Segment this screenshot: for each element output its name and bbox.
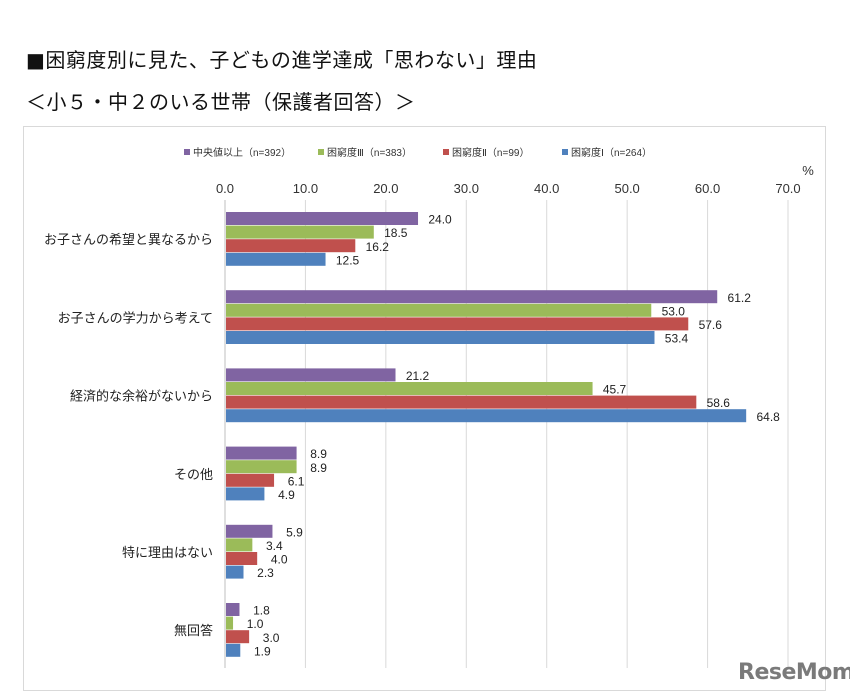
x-tick-label: 40.0 <box>534 181 559 196</box>
bar <box>226 643 241 657</box>
category-labels: お子さんの希望と異なるからお子さんの学力から考えて経済的な余裕がないからその他特… <box>44 232 213 638</box>
category-label: その他 <box>174 467 213 482</box>
bar <box>226 303 652 317</box>
bar <box>226 409 747 423</box>
gridlines <box>224 200 789 668</box>
data-label: 24.0 <box>428 213 452 227</box>
bar <box>226 368 396 382</box>
bar <box>226 252 326 266</box>
bars <box>226 212 747 657</box>
legend-label: 困窮度Ⅱ（n=99） <box>452 146 529 159</box>
data-labels: 24.0 18.516.2 12.5 61.2 53.0 57.6 53.4 21.2 45.7… <box>247 213 780 659</box>
data-label: 21.2 <box>406 369 430 383</box>
bar <box>226 473 275 487</box>
x-tick-label: 30.0 <box>454 181 479 196</box>
data-label: 64.8 <box>756 410 780 424</box>
chart-subtitle: ＜小５・中２のいる世帯（保護者回答）＞ <box>26 90 416 114</box>
category-label: 経済的な余裕がないから <box>70 389 213 404</box>
x-tick-label: 70.0 <box>775 181 800 196</box>
data-label: 6.1 <box>288 474 305 488</box>
legend-label: 困窮度Ⅰ（n=264） <box>571 146 652 159</box>
bar <box>226 603 240 616</box>
bar <box>226 616 234 630</box>
data-label: 4.9 <box>278 488 295 502</box>
bar <box>226 630 250 644</box>
bar <box>226 487 265 501</box>
data-label: 53.4 <box>665 332 689 346</box>
bar <box>226 382 593 395</box>
data-label: 4.0 <box>271 553 288 567</box>
data-label: 1.0 <box>247 617 264 631</box>
bar <box>226 565 244 579</box>
category-label: お子さんの学力から考えて <box>58 310 213 325</box>
data-label: 53.0 <box>662 304 686 318</box>
data-label: 3.0 <box>263 631 280 645</box>
legend: 中央値以上（n=392） 困窮度Ⅲ（n=383） 困窮度Ⅱ（n=99） 困窮度Ⅰ（n=… <box>184 146 652 159</box>
bar <box>226 331 655 344</box>
bar <box>226 317 689 331</box>
x-tick-label: 60.0 <box>695 181 720 196</box>
category-label: 無回答 <box>174 623 213 638</box>
legend-label: 中央値以上（n=392） <box>193 146 291 159</box>
data-label: 8.9 <box>310 447 327 461</box>
chart-title: ■困窮度別に見た、子どもの進学達成「思わない」理由 <box>26 48 538 72</box>
data-label: 2.3 <box>257 566 274 580</box>
data-label: 1.8 <box>253 604 270 618</box>
bar <box>226 524 273 538</box>
x-tick-label: 20.0 <box>373 181 398 196</box>
bar <box>226 225 374 239</box>
category-label: 特に理由はない <box>122 545 213 560</box>
legend-label: 困窮度Ⅲ（n=383） <box>327 146 412 159</box>
chart-frame <box>23 126 826 691</box>
data-label: 8.9 <box>310 461 327 475</box>
data-label: 58.6 <box>707 396 731 410</box>
data-label: 3.4 <box>266 539 283 553</box>
data-label: 1.9 <box>254 644 271 658</box>
data-label: 45.7 <box>603 383 627 397</box>
bar <box>226 239 356 253</box>
bar <box>226 460 297 474</box>
x-axis-ticks: 0.0 10.0 20.0 30.0 40.0 50.0 60.0 70.0 <box>216 181 801 196</box>
bar <box>226 290 718 304</box>
legend-swatch <box>318 149 324 155</box>
data-label: 12.5 <box>336 253 360 267</box>
bar <box>226 538 253 552</box>
bar <box>226 446 297 460</box>
x-tick-label: 10.0 <box>293 181 318 196</box>
bar <box>226 552 258 565</box>
data-label: 5.9 <box>286 525 303 539</box>
data-label: 18.5 <box>384 226 408 240</box>
x-axis-unit-label: % <box>802 163 814 178</box>
data-label: 57.6 <box>699 318 723 332</box>
legend-swatch <box>562 149 568 155</box>
data-label: 16.2 <box>366 240 390 254</box>
x-tick-label: 0.0 <box>216 181 234 196</box>
x-tick-label: 50.0 <box>614 181 639 196</box>
resemom-watermark-logo: ReseMom <box>738 660 850 685</box>
category-label: お子さんの希望と異なるから <box>44 232 213 247</box>
bar <box>226 212 419 225</box>
legend-swatch <box>443 149 449 155</box>
bar <box>226 395 697 409</box>
data-label: 61.2 <box>728 291 752 305</box>
legend-swatch <box>184 149 190 155</box>
